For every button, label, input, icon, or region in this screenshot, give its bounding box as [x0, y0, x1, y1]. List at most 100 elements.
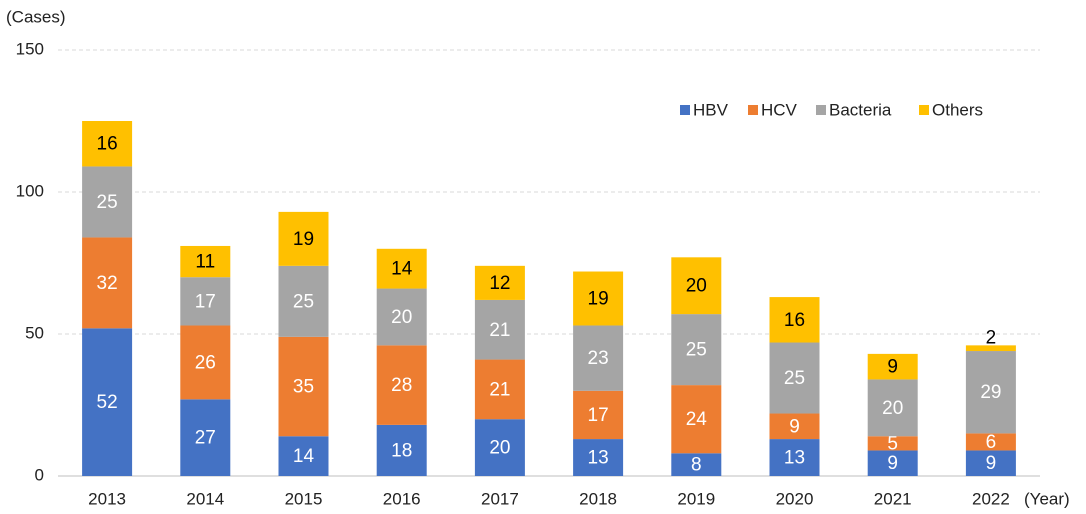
value-label: 17 — [195, 291, 216, 312]
value-label: 9 — [887, 453, 898, 474]
bar-segment — [278, 436, 329, 476]
value-label: 2 — [986, 327, 997, 348]
bar-segment — [867, 436, 918, 451]
value-label: 11 — [195, 252, 215, 273]
bar-segment — [769, 342, 820, 414]
bar-segment — [573, 390, 624, 440]
legend-swatch — [816, 105, 826, 115]
bar-segment — [180, 399, 231, 476]
bar-segment — [769, 297, 820, 343]
value-label: 19 — [588, 289, 609, 310]
bar-segment — [965, 351, 1016, 434]
bar-segment — [180, 325, 231, 400]
legend-swatch — [748, 105, 758, 115]
x-tick-label: 2014 — [186, 489, 224, 508]
x-tick-label: 2016 — [383, 489, 421, 508]
x-tick-label: 2017 — [481, 489, 519, 508]
legend-label: HBV — [693, 100, 729, 119]
x-tick-label: 2018 — [579, 489, 617, 508]
legend-label: Bacteria — [829, 100, 892, 119]
bar-segment — [376, 248, 427, 289]
bar-segment — [278, 211, 329, 266]
bar-segment — [671, 453, 722, 476]
legend-label: Others — [932, 100, 983, 119]
value-label: 21 — [489, 320, 510, 341]
value-label: 9 — [986, 453, 997, 474]
bar-segment — [82, 121, 133, 167]
bar-segment — [278, 336, 329, 437]
value-label: 9 — [887, 357, 898, 378]
value-label: 52 — [97, 392, 118, 413]
value-label: 25 — [97, 192, 118, 213]
x-tick-label: 2022 — [972, 489, 1010, 508]
value-label: 29 — [980, 382, 1001, 403]
bar-segment — [965, 450, 1016, 476]
bar-segment — [867, 353, 918, 380]
bar-segment — [474, 359, 525, 420]
bar-segment — [82, 237, 133, 329]
y-tick-label: 150 — [16, 39, 44, 58]
value-label: 20 — [882, 398, 903, 419]
bar-segment — [965, 345, 1016, 352]
bar-segment — [82, 328, 133, 476]
bar-segment — [376, 288, 427, 346]
y-tick-label: 100 — [16, 181, 44, 200]
bar-segment — [573, 325, 624, 391]
legend-swatch — [919, 105, 929, 115]
value-label: 20 — [489, 438, 510, 459]
value-label: 25 — [784, 368, 805, 389]
bar-segment — [671, 257, 722, 315]
value-label: 13 — [784, 448, 805, 469]
x-tick-label: 2015 — [285, 489, 323, 508]
bar-segment — [671, 314, 722, 386]
y-tick-label: 50 — [25, 323, 44, 342]
value-label: 16 — [784, 310, 805, 331]
y-tick-label: 0 — [35, 465, 44, 484]
value-label: 18 — [391, 440, 412, 461]
value-label: 8 — [691, 455, 702, 476]
bar-segment — [769, 413, 820, 440]
value-label: 32 — [97, 273, 118, 294]
x-tick-label: 2020 — [776, 489, 814, 508]
bar-segment — [82, 166, 133, 238]
bar-segment — [573, 271, 624, 326]
value-label: 14 — [391, 259, 413, 280]
value-label: 35 — [293, 377, 314, 398]
bar-segment — [180, 277, 231, 326]
value-label: 27 — [195, 428, 216, 449]
x-tick-label: 2013 — [88, 489, 126, 508]
bar-segment — [965, 433, 1016, 451]
value-label: 19 — [293, 229, 314, 250]
legend-label: HCV — [761, 100, 798, 119]
legend-swatch — [680, 105, 690, 115]
value-label: 24 — [686, 409, 708, 430]
value-label: 5 — [887, 433, 898, 454]
bar-segment — [376, 424, 427, 476]
bar-segment — [867, 450, 918, 476]
x-tick-label: 2021 — [874, 489, 912, 508]
bar-segment — [769, 439, 820, 476]
bar-segment — [474, 265, 525, 300]
x-axis-label: (Year) — [1024, 489, 1070, 508]
bar-segment — [867, 379, 918, 437]
value-label: 14 — [293, 446, 315, 467]
value-label: 16 — [97, 134, 118, 155]
value-label: 13 — [588, 448, 609, 469]
value-label: 17 — [588, 405, 609, 426]
value-label: 20 — [686, 276, 707, 297]
value-label: 25 — [686, 340, 707, 361]
value-label: 12 — [489, 273, 510, 294]
value-label: 20 — [391, 307, 412, 328]
bar-segment — [573, 439, 624, 476]
bar-segment — [671, 385, 722, 454]
value-label: 9 — [789, 416, 800, 437]
value-label: 23 — [588, 348, 609, 369]
x-tick-label: 2019 — [677, 489, 715, 508]
value-label: 26 — [195, 352, 216, 373]
bar-segment — [180, 245, 231, 278]
bar-segment — [376, 345, 427, 425]
value-label: 6 — [986, 432, 997, 453]
y-axis-label: (Cases) — [6, 7, 66, 26]
bar-segment — [474, 419, 525, 476]
